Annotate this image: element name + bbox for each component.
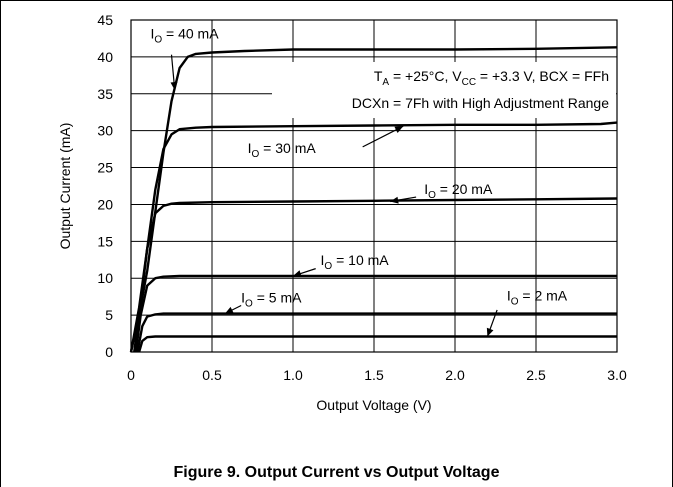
conditions-box (272, 62, 616, 118)
series-line-3 (133, 197, 618, 353)
chart-area: 0 0.5 1.0 1.5 2.0 2.5 3.0 0 5 10 15 20 25 30 35 40 45 O… (57, 12, 627, 413)
label-arrowhead (486, 327, 494, 337)
y-tick-label: 35 (97, 86, 113, 102)
label-arrowhead (390, 196, 399, 204)
label-arrowhead (170, 81, 178, 91)
series-label-1: IO = 40 mA (150, 25, 219, 45)
x-tick-label: 3.0 (607, 367, 627, 383)
label-arrowhead (293, 270, 302, 277)
series-labels: IO = 40 mA IO = 30 mA IO = 20 mA IO = 10 mA… (150, 25, 568, 337)
y-axis-label: Output Current (mA) (57, 123, 73, 250)
conditions-line-2: DCXn = 7Fh with High Adjustment Range (352, 95, 609, 111)
x-axis-label: Output Voltage (V) (316, 397, 431, 413)
x-tick-label: 1.5 (364, 367, 384, 383)
series-line-1 (129, 46, 618, 353)
label-arrowhead (394, 126, 404, 133)
series-line-4 (134, 274, 617, 353)
series-label-6: IO = 2 mA (507, 287, 568, 307)
y-tick-label: 40 (97, 49, 113, 65)
x-tick-label: 0.5 (202, 367, 222, 383)
series-line-2 (129, 121, 618, 353)
series-label-5: IO = 5 mA (241, 290, 302, 310)
x-tick-label: 0 (127, 367, 135, 383)
plot-border (130, 19, 618, 353)
y-tick-label: 45 (97, 12, 113, 28)
x-tick-labels: 0 0.5 1.0 1.5 2.0 2.5 3.0 (127, 367, 627, 383)
y-tick-label: 5 (105, 307, 113, 323)
x-tick-label: 2.5 (526, 367, 546, 383)
grid-lines (131, 20, 617, 352)
series-label-3: IO = 20 mA (424, 181, 493, 201)
series-label-2: IO = 30 mA (248, 140, 317, 160)
series-line-5 (136, 312, 617, 353)
y-tick-label: 10 (97, 270, 113, 286)
y-tick-label: 0 (105, 344, 113, 360)
y-tick-label: 30 (97, 123, 113, 139)
x-tick-label: 1.0 (283, 367, 303, 383)
conditions-line-1: TA = +25°C, VCC = +3.3 V, BCX = FFh (374, 68, 609, 88)
y-tick-label: 25 (97, 160, 113, 176)
series-layer (129, 46, 618, 353)
series-label-4: IO = 10 mA (321, 252, 390, 272)
figure-caption: Figure 9. Output Current vs Output Volta… (173, 464, 500, 481)
label-arrowhead (224, 306, 234, 314)
y-tick-label: 15 (97, 233, 113, 249)
x-tick-label: 2.0 (445, 367, 465, 383)
series-line-6 (137, 335, 617, 353)
y-tick-labels: 0 5 10 15 20 25 30 35 40 45 (97, 12, 113, 360)
y-tick-label: 20 (97, 196, 113, 212)
